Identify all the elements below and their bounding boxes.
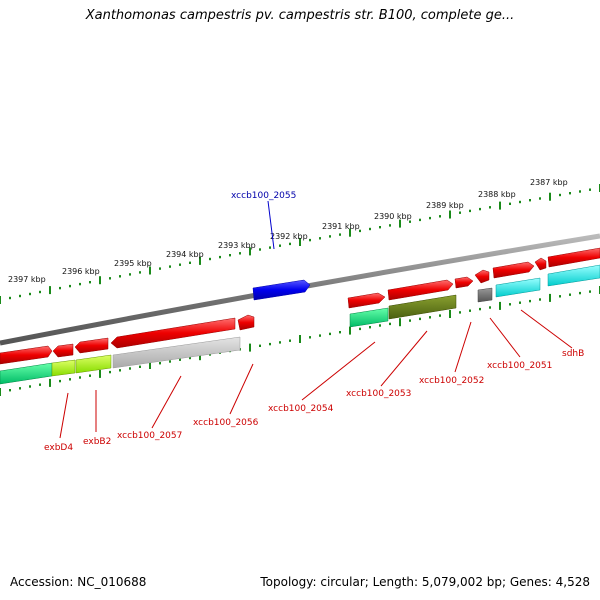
scale-label: 2396 kbp (62, 267, 100, 276)
gene-block-lime[interactable] (75, 354, 112, 374)
gene-labels: exbD4 exbB2 xccb100_2057 xccb100_2056 xc… (44, 349, 584, 453)
gene-block-lime[interactable] (51, 359, 76, 377)
gene-arrow-red[interactable] (110, 317, 236, 349)
gene-block-green[interactable] (349, 307, 389, 328)
gene-arrow-red[interactable] (534, 257, 547, 271)
scale-label: 2390 kbp (374, 212, 412, 221)
scale-label: 2389 kbp (426, 201, 464, 210)
gene-block-cyan[interactable] (547, 264, 600, 287)
gene-arrow-red[interactable] (237, 314, 255, 331)
gene-label-leaders (59, 309, 573, 439)
gene-arrow-red[interactable] (547, 247, 600, 268)
gene-label[interactable]: exbD4 (44, 443, 73, 453)
scale-label: 2393 kbp (218, 241, 256, 250)
highlighted-gene-group: xccb100_2055 (231, 191, 311, 301)
gene-strand-upper-right (347, 247, 600, 309)
gene-arrow-red[interactable] (474, 269, 490, 284)
gene-arrow-red[interactable] (74, 337, 109, 354)
scale-label: 2387 kbp (530, 178, 568, 187)
scale-labels: 2397 kbp 2396 kbp 2395 kbp 2394 kbp 2393… (8, 178, 568, 284)
gene-arrow-red[interactable] (347, 292, 386, 309)
gene-block-dark[interactable] (477, 287, 493, 303)
gene-label[interactable]: xccb100_2054 (268, 404, 334, 414)
scale-label: 2397 kbp (8, 275, 46, 284)
scale-label: 2394 kbp (166, 250, 204, 259)
gene-arrow-red[interactable] (52, 343, 74, 358)
accession-text: Accession: NC_010688 (10, 575, 147, 589)
gene-arrow-red[interactable] (492, 261, 535, 279)
gene-block-green[interactable] (0, 362, 53, 385)
gene-label[interactable]: sdhB (562, 349, 584, 359)
gene-strand-lower (0, 264, 600, 385)
gene-arrow-red[interactable] (454, 276, 474, 289)
genome-stats-text: Topology: circular; Length: 5,079,002 bp… (260, 575, 590, 589)
gene-label[interactable]: xccb100_2053 (346, 389, 411, 399)
gene-label[interactable]: xccb100_2057 (117, 431, 182, 441)
scale-label: 2392 kbp (270, 232, 308, 241)
gene-block-olive[interactable] (388, 294, 457, 320)
gene-block-cyan[interactable] (495, 277, 541, 298)
gene-strand-upper-left (0, 314, 255, 365)
highlighted-gene-label[interactable]: xccb100_2055 (231, 191, 296, 201)
gene-label[interactable]: xccb100_2052 (419, 376, 484, 386)
gene-label[interactable]: exbB2 (83, 437, 111, 447)
scale-ticks-upper (0, 184, 600, 304)
gene-arrow-red[interactable] (0, 345, 53, 365)
gene-arrow-blue[interactable] (252, 279, 311, 301)
scale-label: 2395 kbp (114, 259, 152, 268)
highlight-leader-line (267, 200, 275, 250)
page-title: Xanthomonas campestris pv. campestris st… (85, 8, 515, 23)
gene-block-grey[interactable] (112, 336, 241, 369)
scale-label: 2388 kbp (478, 190, 516, 199)
gene-arrow-red[interactable] (387, 279, 454, 301)
gene-label[interactable]: xccb100_2056 (193, 418, 259, 428)
gene-label[interactable]: xccb100_2051 (487, 361, 552, 371)
scale-label: 2391 kbp (322, 222, 360, 231)
